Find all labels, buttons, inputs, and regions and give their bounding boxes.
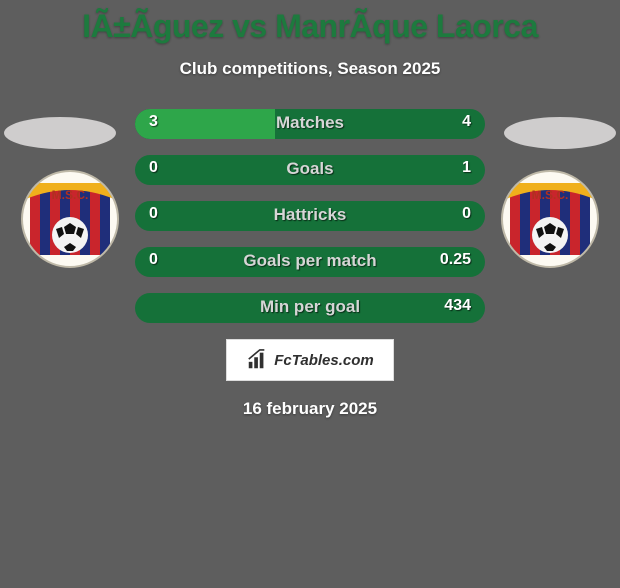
stat-row-hattricks: 0 Hattricks 0: [135, 201, 485, 231]
stat-row-goals-per-match: 0 Goals per match 0.25: [135, 247, 485, 277]
stat-left-value: 0: [149, 251, 158, 269]
stat-label: Min per goal: [135, 297, 485, 317]
stats-list: 3 Matches 4 0 Goals 1 0 Hattricks 0 0 Go…: [135, 109, 485, 323]
stat-left-value: 0: [149, 159, 158, 177]
stat-left-value: 0: [149, 205, 158, 223]
stat-right-value: 0: [462, 205, 471, 223]
club-badge-icon: M.S.C.: [500, 169, 600, 269]
club-badge-icon: M.S.C.: [20, 169, 120, 269]
date-line: 16 february 2025: [0, 399, 620, 419]
svg-text:M.S.C.: M.S.C.: [532, 188, 569, 202]
stat-label: Goals: [135, 159, 485, 179]
player2-club-badge: M.S.C.: [500, 169, 600, 269]
stat-right-value: 1: [462, 159, 471, 177]
stat-row-min-per-goal: Min per goal 434: [135, 293, 485, 323]
page-title: IÃ±Ãguez vs ManrÃ­que Laorca: [0, 8, 620, 45]
player1-avatar-placeholder: [4, 117, 116, 149]
stat-left-value: 3: [149, 113, 158, 131]
stat-right-value: 0.25: [440, 251, 471, 269]
player1-club-badge: M.S.C.: [20, 169, 120, 269]
svg-text:M.S.C.: M.S.C.: [52, 188, 89, 202]
stat-label: Goals per match: [135, 251, 485, 271]
brand-box[interactable]: FcTables.com: [226, 339, 394, 381]
player2-avatar-placeholder: [504, 117, 616, 149]
stat-right-value: 434: [444, 297, 471, 315]
subtitle: Club competitions, Season 2025: [0, 59, 620, 79]
bar-chart-icon: [246, 349, 268, 371]
stat-label: Hattricks: [135, 205, 485, 225]
comparison-area: M.S.C.: [0, 109, 620, 419]
stat-row-goals: 0 Goals 1: [135, 155, 485, 185]
stat-row-matches: 3 Matches 4: [135, 109, 485, 139]
brand-text: FcTables.com: [274, 352, 373, 369]
stat-right-value: 4: [462, 113, 471, 131]
